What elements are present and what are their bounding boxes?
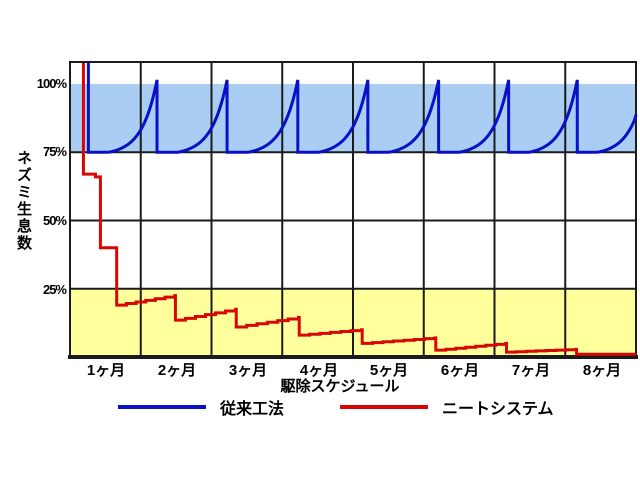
x-tick-month-5: 5ヶ月 [369, 362, 409, 379]
x-tick-month-8: 8ヶ月 [582, 362, 622, 379]
series-conventional-line [86, 63, 638, 154]
legend: 従来工法 ニートシステム [0, 395, 640, 419]
legend-label-neat-system: ニートシステム [442, 401, 554, 418]
x-tick-month-6: 6ヶ月 [440, 362, 480, 379]
blue-line-swatch [118, 405, 206, 409]
y-tick-50: 50% [42, 213, 67, 228]
y-tick-25: 25% [42, 282, 67, 297]
x-tick-month-7: 7ヶ月 [511, 362, 551, 379]
x-tick-month-3: 3ヶ月 [228, 362, 268, 379]
red-line-swatch [340, 405, 428, 409]
x-tick-month-1: 1ヶ月 [86, 362, 126, 379]
x-tick-month-2: 2ヶ月 [157, 362, 197, 379]
y-tick-100: 100% [36, 76, 67, 91]
legend-item-neat-system: ニートシステム [340, 395, 554, 419]
y-tick-75: 75% [42, 144, 67, 159]
legend-label-conventional: 従来工法 [220, 401, 285, 418]
x-axis-title: 駆除スケジュール [280, 378, 400, 395]
y-axis-title: ネズミ生息数 [15, 150, 32, 252]
series-neat-system-line [81, 63, 636, 356]
x-tick-month-4: 4ヶ月 [299, 362, 339, 379]
legend-item-conventional: 従来工法 [118, 395, 284, 419]
